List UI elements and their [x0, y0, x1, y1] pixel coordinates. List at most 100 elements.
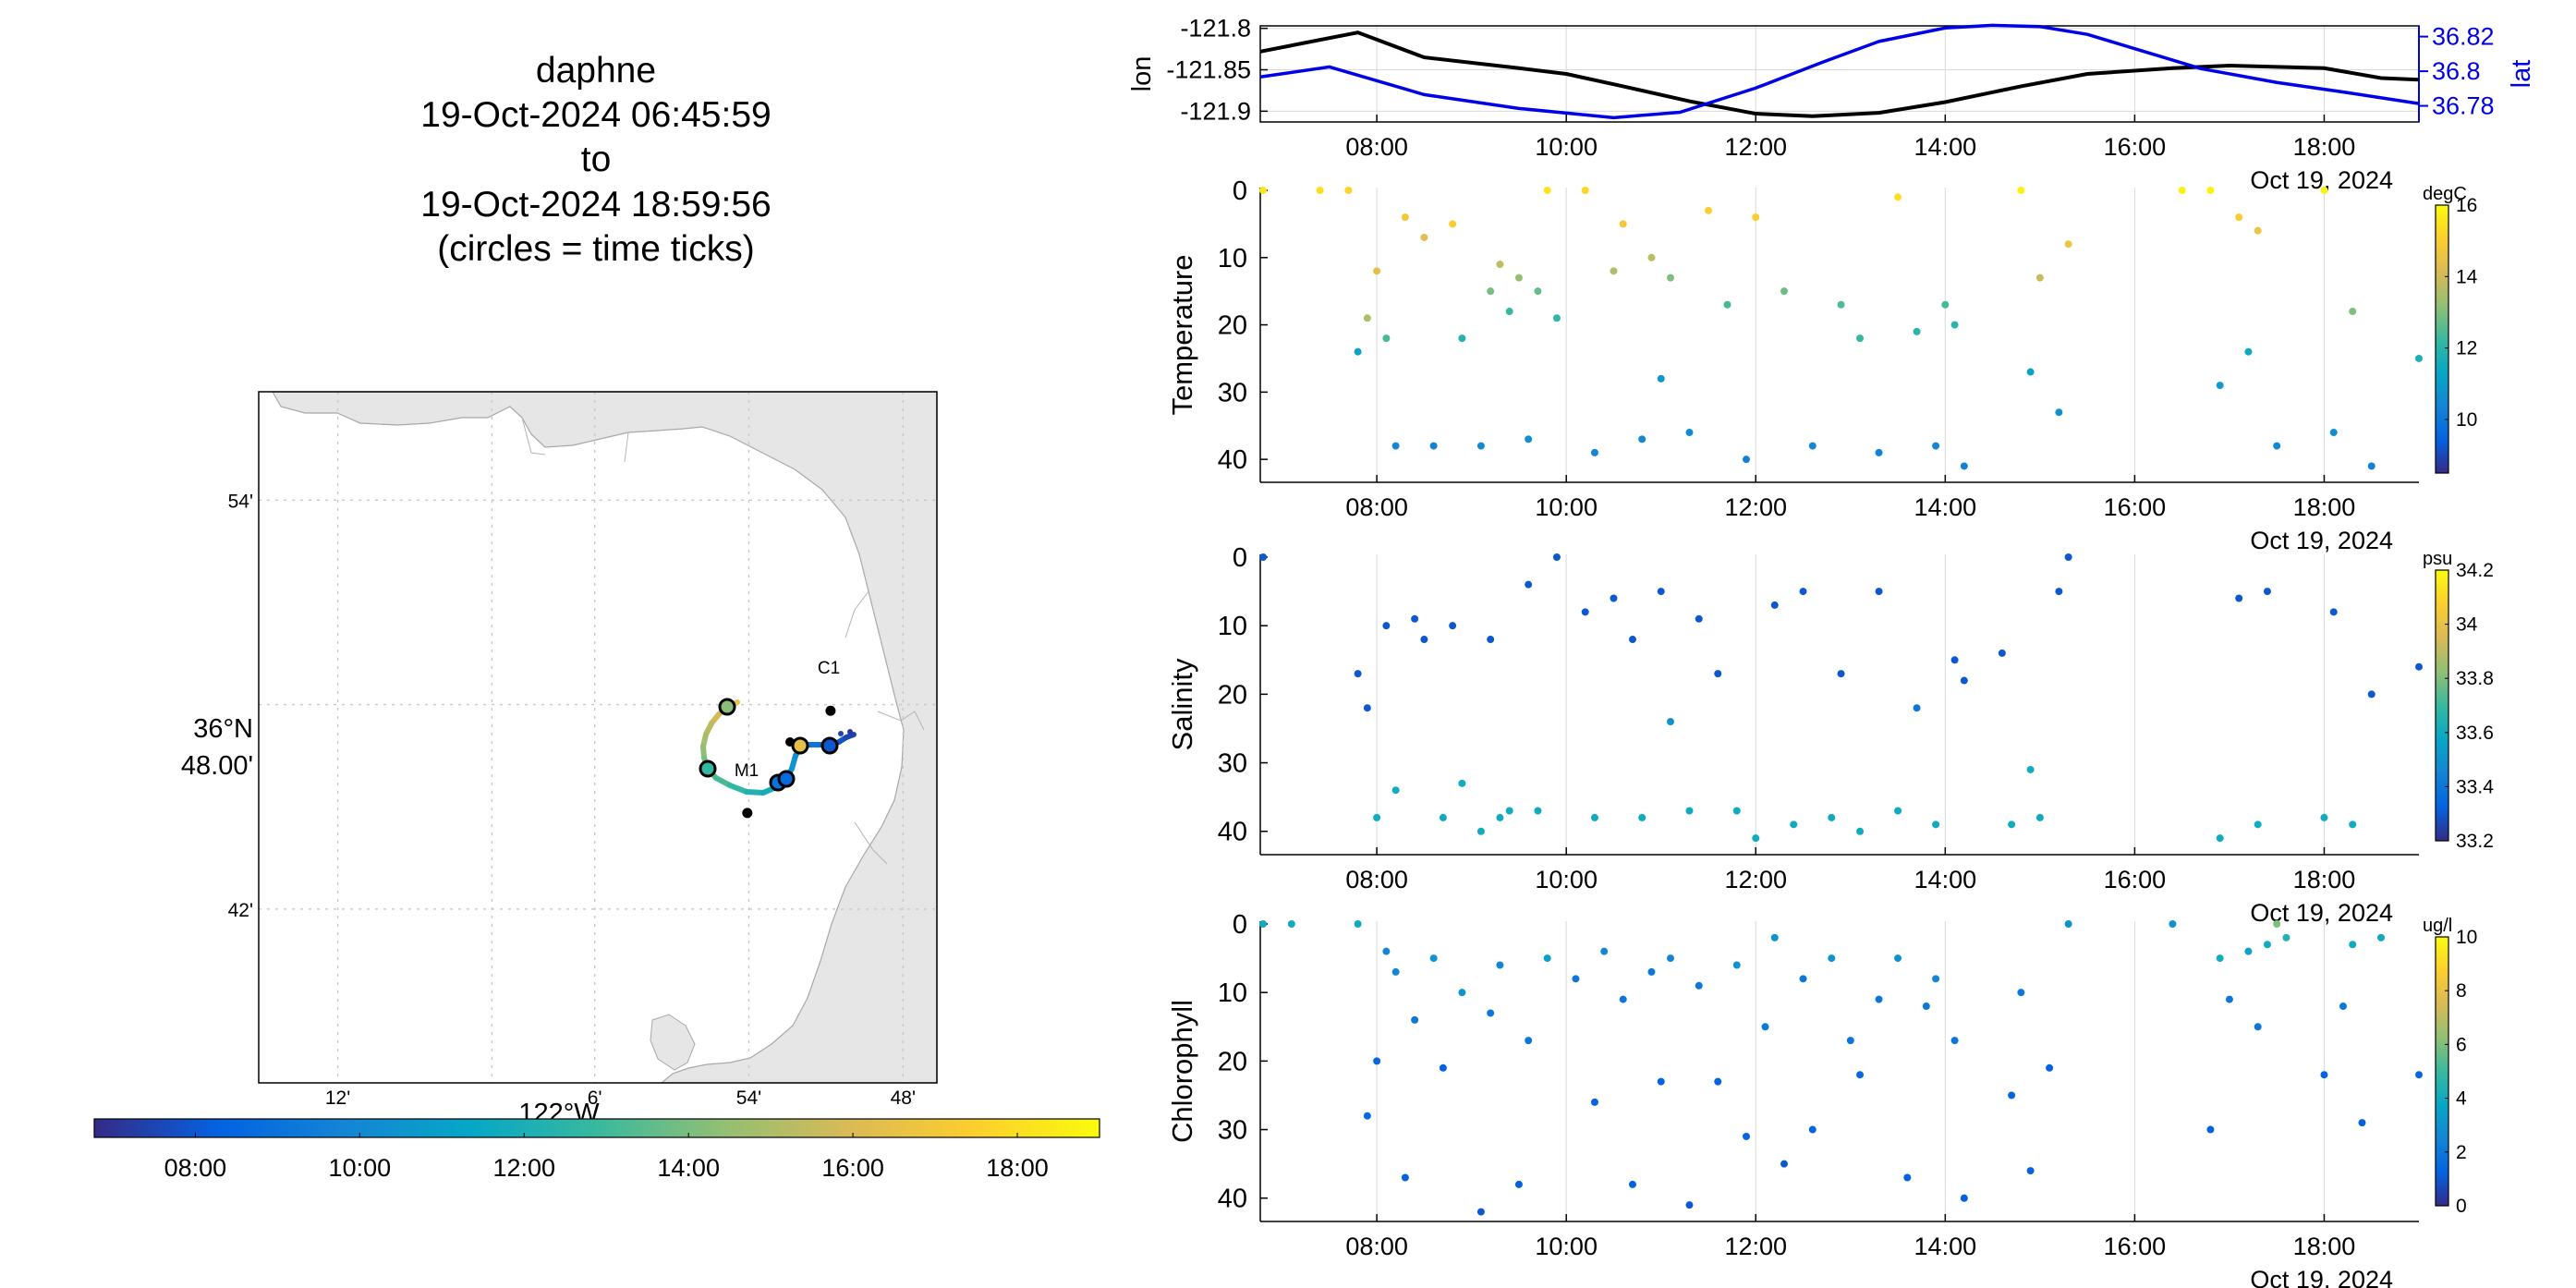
map-lon-tick-label: 48' — [891, 1088, 916, 1109]
temp-xtick-label: 08:00 — [1345, 493, 1408, 521]
temp-colorbar-tick-label: 16 — [2456, 195, 2477, 216]
sal-point — [1476, 827, 1485, 835]
chl-point — [2358, 1119, 2366, 1127]
chl-point — [1922, 1002, 1930, 1011]
pos-ylabel-left: lon — [1127, 56, 1157, 92]
sal-ytick-label: 0 — [1233, 543, 1247, 573]
temp-point — [1514, 273, 1523, 282]
temp-point — [1344, 187, 1353, 194]
chl-point — [2046, 1063, 2054, 1072]
temp-point — [1543, 187, 1551, 194]
temp-point — [1363, 314, 1371, 322]
chl-point — [1770, 933, 1779, 942]
temp-xtick-label: 18:00 — [2293, 493, 2356, 521]
sal-colorbar-tick-label: 33.8 — [2456, 668, 2494, 689]
title-note: (circles = time ticks) — [437, 229, 755, 269]
temp-point — [2064, 240, 2072, 249]
temp-point — [1316, 187, 1324, 194]
sal-point — [1913, 704, 1921, 712]
temp-point — [2244, 347, 2253, 356]
pos-xtick-label: 16:00 — [2104, 133, 2167, 161]
chl-point — [2008, 1091, 2016, 1100]
pos-ytick-left-label: -121.85 — [1166, 56, 1251, 84]
pos-ytick-right-label: 36.82 — [2432, 23, 2495, 51]
chl-point — [1514, 1180, 1523, 1188]
temp-point — [1619, 220, 1627, 228]
sal-point — [1391, 786, 1400, 795]
temp-point — [1382, 334, 1391, 343]
station-label-m1: M1 — [735, 761, 759, 781]
time-colorbar-tick-label: 10:00 — [329, 1154, 392, 1182]
chl-point — [2282, 933, 2290, 942]
sal-point — [1259, 553, 1268, 561]
chl-date-label: Oct 19, 2024 — [2250, 1266, 2393, 1288]
sal-xtick-label: 08:00 — [1345, 866, 1408, 893]
chl-point — [1487, 1009, 1495, 1017]
chl-colorbar-unit: ug/l — [2423, 916, 2452, 936]
temp-point — [1856, 334, 1865, 343]
sal-ytick-label: 10 — [1218, 612, 1247, 641]
lon-series-line — [1259, 30, 2420, 118]
chl-point — [2216, 954, 2224, 963]
title-platform: daphne — [535, 51, 657, 91]
chl-point — [1458, 989, 1466, 997]
station-marker-m1 — [742, 808, 753, 819]
time-tick-circle — [699, 759, 717, 778]
sal-point — [2263, 588, 2271, 596]
pos-ytick-left-label: -121.9 — [1180, 97, 1251, 125]
sal-point — [1837, 670, 1845, 678]
sal-point — [1960, 676, 1968, 685]
chl-point — [1429, 954, 1438, 963]
sal-point — [1950, 656, 1959, 664]
title-end-time: 19-Oct-2024 18:59:56 — [420, 185, 772, 225]
sal-point — [1449, 622, 1457, 630]
map-lon-tick-label: 6' — [588, 1088, 602, 1109]
sal-point — [2367, 690, 2376, 699]
sal-point — [2035, 813, 2044, 821]
temp-point — [1496, 261, 1504, 269]
temp-point — [1534, 287, 1542, 296]
sal-point — [1799, 588, 1807, 596]
chl-point — [2244, 947, 2253, 955]
sal-point — [1420, 636, 1428, 644]
temp-point — [1525, 435, 1533, 444]
temp-point — [2329, 429, 2338, 437]
pos-ylabel-right: lat — [2507, 60, 2536, 89]
sal-point — [1411, 614, 1419, 623]
temp-ytick-label: 10 — [1218, 244, 1247, 273]
pos-ytick-left-label: -121.8 — [1180, 15, 1251, 43]
map-lat-tick-label: 54' — [228, 491, 253, 512]
temp-point — [1666, 273, 1674, 282]
temp-point — [1429, 442, 1438, 450]
map-river — [624, 431, 629, 463]
sal-point — [1610, 594, 1618, 602]
sal-point — [1363, 704, 1371, 712]
chl-xtick-label: 16:00 — [2104, 1233, 2167, 1260]
sal-point — [2235, 594, 2243, 602]
temp-point — [2206, 187, 2215, 194]
sal-point — [1714, 670, 1722, 678]
chl-point — [2254, 1023, 2262, 1031]
chl-colorbar-tick-label: 10 — [2456, 927, 2477, 948]
sal-colorbar-tick-label: 33.6 — [2456, 723, 2494, 744]
temp-colorbar-tick-label: 10 — [2456, 409, 2477, 431]
sal-point — [2008, 820, 2016, 829]
time-colorbar-tick-label: 18:00 — [986, 1154, 1049, 1182]
sal-point — [2329, 608, 2338, 616]
chl-point — [1799, 975, 1807, 983]
chl-point — [2017, 989, 2025, 997]
sal-point — [2055, 588, 2063, 596]
temp-point — [1505, 308, 1513, 316]
chl-point — [1600, 947, 1609, 955]
sal-xtick-label: 10:00 — [1535, 866, 1598, 893]
pos-xtick-label: 08:00 — [1345, 133, 1408, 161]
temp-point — [2320, 187, 2328, 194]
sal-ytick-label: 30 — [1218, 749, 1247, 779]
chl-point — [2169, 920, 2177, 928]
track-segment — [844, 732, 857, 740]
chl-point — [1666, 954, 1674, 963]
chl-point — [1259, 920, 1268, 928]
temp-point — [1780, 287, 1789, 296]
map-lat-center-label: 36°N — [193, 714, 253, 744]
chl-point — [1382, 947, 1391, 955]
